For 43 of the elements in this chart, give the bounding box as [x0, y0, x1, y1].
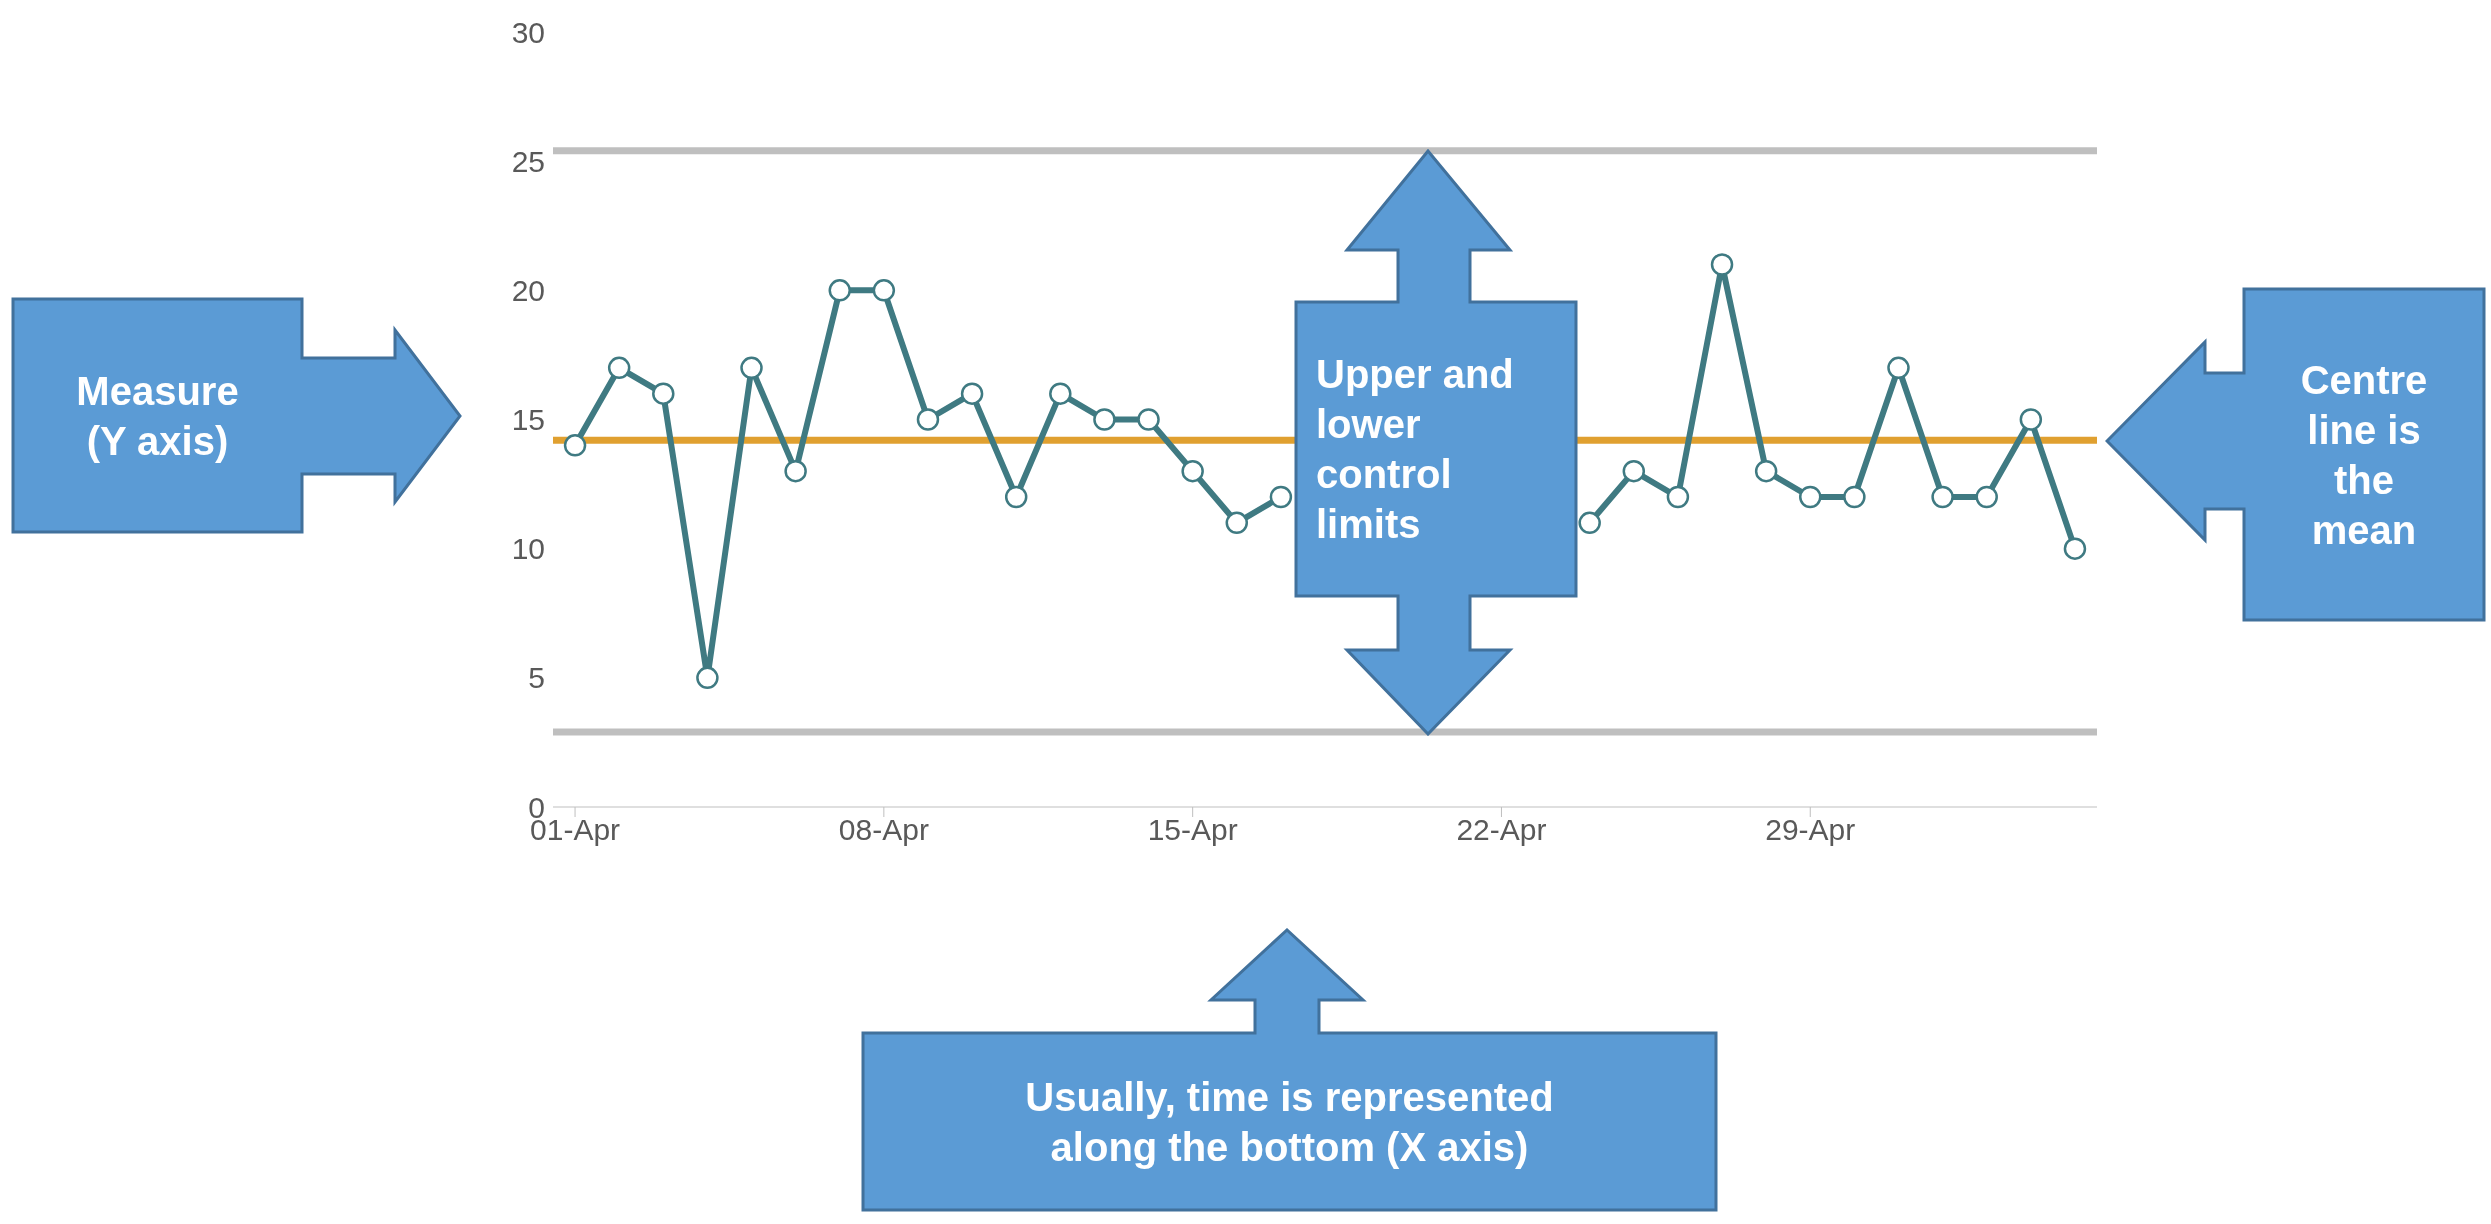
- y-tick-label: 5: [528, 661, 545, 695]
- point: [1975, 485, 1998, 509]
- point: [916, 408, 940, 431]
- point: [1754, 459, 1778, 483]
- point: [960, 382, 984, 405]
- x-tick-label: 22-Apr: [1456, 813, 1547, 847]
- x-tick-label: 15-Apr: [1147, 813, 1238, 847]
- text: Usually, time is represented along the bottom (X axis): [1024, 1073, 1555, 1171]
- point: [1093, 408, 1116, 431]
- point: [1269, 485, 1293, 509]
- point: [740, 356, 763, 380]
- annotation: Upper and lower control limits: [1316, 351, 1515, 548]
- x-tick-label: 08-Apr: [838, 813, 929, 847]
- point: [1887, 356, 1910, 380]
- point: [1799, 485, 1822, 509]
- y-tick-label: 30: [511, 15, 545, 49]
- x-tick-label: 29-Apr: [1765, 813, 1856, 847]
- point: [1004, 485, 1028, 509]
- point: [1931, 485, 1954, 509]
- point: [2019, 408, 2043, 431]
- point: [1710, 253, 1734, 276]
- point: [1049, 382, 1072, 405]
- point: [1181, 459, 1204, 483]
- point: [1578, 511, 1601, 535]
- point: [1843, 485, 1866, 509]
- y-tick-label: 25: [511, 144, 545, 178]
- y-tick-label: 20: [511, 273, 545, 307]
- point: [1622, 459, 1646, 483]
- y-tick-label: 10: [511, 532, 545, 566]
- text: Measure (Y axis): [75, 367, 240, 465]
- point: [696, 666, 719, 690]
- y-tick-label: 15: [511, 403, 545, 437]
- text: Centre line is the mean: [2299, 356, 2429, 554]
- point: [828, 279, 851, 302]
- point: [1137, 408, 1160, 431]
- point: [607, 356, 631, 380]
- point: [784, 459, 807, 483]
- point: [563, 434, 587, 457]
- point: [1666, 485, 1690, 509]
- point: [652, 382, 675, 405]
- point: [1225, 511, 1249, 535]
- point: [872, 279, 896, 302]
- point: [2063, 537, 2087, 560]
